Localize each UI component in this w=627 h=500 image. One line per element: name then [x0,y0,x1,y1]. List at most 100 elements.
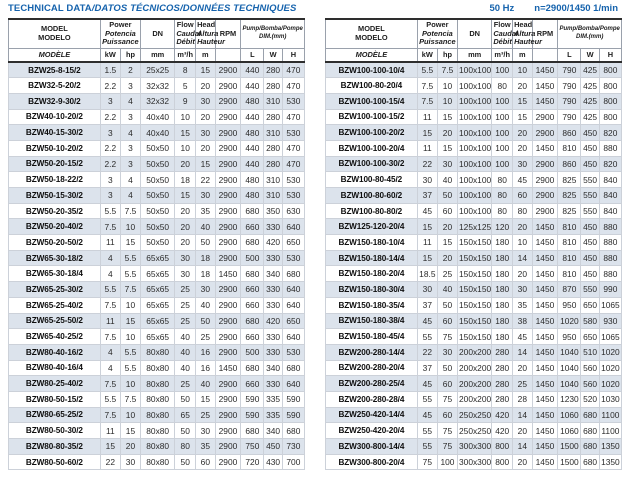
value-cell: 35 [512,296,533,314]
table-row: BZW100-80-60/2 37 50 100x100 80 60 2900 825 550 8… [325,187,623,204]
value-cell: 1450 [531,92,559,110]
value-cell: 7.5 [119,281,142,298]
value-cell: 18.5 [416,265,438,283]
value-cell: 11 [99,234,121,251]
value-cell: 80x80 [140,453,176,471]
value-cell: 80x80 [140,438,176,455]
model-cell: BZW250-420-20/4 [325,422,418,439]
value-cell: 32x32 [140,77,176,94]
value-cell: 510 [580,343,600,361]
col-header-dimensions: Pump/Bomba/Pompe DIM.(mm) [557,18,622,49]
model-cell: BZW200-280-14/4 [325,343,418,361]
value-cell: 150x150 [457,312,493,330]
table-row: BZW100-100-15/4 7.5 10 100x100 100 15 1450 790 4… [325,92,623,110]
model-cell: BZW65-25-40/2 [8,296,101,314]
value-cell: 790 [557,61,582,79]
operating-conditions: 50 Hz n=2900/1450 1/min [489,3,618,14]
model-cell: BZW150-180-20/4 [325,265,418,283]
table-row: BZW100-100-15/2 11 15 100x100 100 15 2900 790 42… [325,108,623,126]
value-cell: 20 [512,359,533,377]
value-cell: 75 [416,453,438,471]
model-cell: BZW50-10-20/2 [8,139,101,157]
model-cell: BZW80-50-60/2 [8,453,101,471]
value-cell: 45 [512,171,533,188]
value-cell: 550 [580,281,600,298]
value-cell: 280 [491,375,514,392]
value-cell: 40 [174,328,197,345]
value-cell: 8 [174,61,197,79]
value-cell: 40 [436,171,459,188]
value-cell: 500 [240,343,265,361]
value-cell: 25x25 [140,61,176,79]
value-cell: 2900 [214,234,242,251]
value-cell: 880 [598,139,623,157]
value-cell: 2900 [214,406,242,424]
value-cell: 5.5 [99,390,121,408]
unit-l: L [557,47,582,63]
value-cell: 150x150 [457,296,493,314]
value-cell: 7.5 [416,77,438,94]
model-cell: BZW50-20-35/2 [8,202,101,220]
value-cell: 20 [174,218,197,236]
unit-mm: mm [140,47,176,63]
value-cell: 660 [240,218,265,236]
model-cell: BZW100-80-80/2 [325,202,418,220]
value-cell: 10 [119,406,142,424]
value-cell: 1030 [598,390,623,408]
value-cell: 330 [263,375,283,392]
value-cell: 4 [99,343,121,361]
value-cell: 37 [416,359,438,377]
value-cell: 5.5 [416,61,438,79]
value-cell: 20 [195,77,216,94]
value-cell: 3 [119,108,142,126]
value-cell: 30 [174,249,197,267]
table-row: BZW32-5-20/2 2.2 3 32x32 5 20 2900 440 280 470 [8,77,306,94]
value-cell: 590 [240,390,265,408]
unit-flow: m³/h [174,47,197,63]
value-cell: 1040 [557,375,582,392]
model-cell: BZW65-30-18/2 [8,249,101,267]
value-cell: 45 [512,328,533,345]
value-cell: 40 [436,281,459,298]
value-cell: 60 [436,406,459,424]
value-cell: 7.5 [99,375,121,392]
value-cell: 280 [491,390,514,408]
value-cell: 35 [195,202,216,220]
value-cell: 11 [416,234,438,251]
value-cell: 2900 [214,249,242,267]
value-cell: 425 [580,92,600,110]
value-cell: 800 [598,77,623,94]
value-cell: 450 [580,124,600,141]
value-cell: 15 [436,234,459,251]
value-cell: 1100 [598,406,623,424]
value-cell: 530 [281,249,306,267]
value-cell: 22 [416,343,438,361]
table-row: BZW150-180-30/4 30 40 150x150 180 30 1450 870 55… [325,281,623,298]
value-cell: 20 [119,438,142,455]
value-cell: 530 [281,92,306,110]
value-cell: 50 [174,453,197,471]
table-row: BZW80-50-15/2 5.5 7.5 80x80 50 15 2900 590 335 59… [8,390,306,408]
value-cell: 800 [491,438,514,455]
table-row: BZW200-280-28/4 55 75 200x200 280 28 1450 1230 5… [325,390,623,408]
model-cell: BZW100-100-30/2 [325,155,418,173]
value-cell: 5.5 [99,202,121,220]
value-cell: 3 [99,124,121,141]
value-cell: 30 [174,265,197,283]
value-cell: 820 [598,124,623,141]
value-cell: 5.5 [99,281,121,298]
value-cell: 250x250 [457,422,493,439]
value-cell: 5.5 [119,265,142,283]
value-cell: 640 [281,375,306,392]
value-cell: 80 [491,202,514,220]
value-cell: 1450 [531,296,559,314]
value-cell: 80x80 [140,422,176,439]
value-cell: 150x150 [457,328,493,345]
table-header: MODEL MODELO Power Potencia Puissance DN Fl… [325,18,623,63]
value-cell: 4 [119,124,142,141]
col-header-head: Head Altura Hauteur [512,18,542,49]
value-cell: 180 [491,296,514,314]
value-cell: 640 [281,328,306,345]
model-cell: BZW200-280-25/4 [325,375,418,392]
value-cell: 11 [99,422,121,439]
